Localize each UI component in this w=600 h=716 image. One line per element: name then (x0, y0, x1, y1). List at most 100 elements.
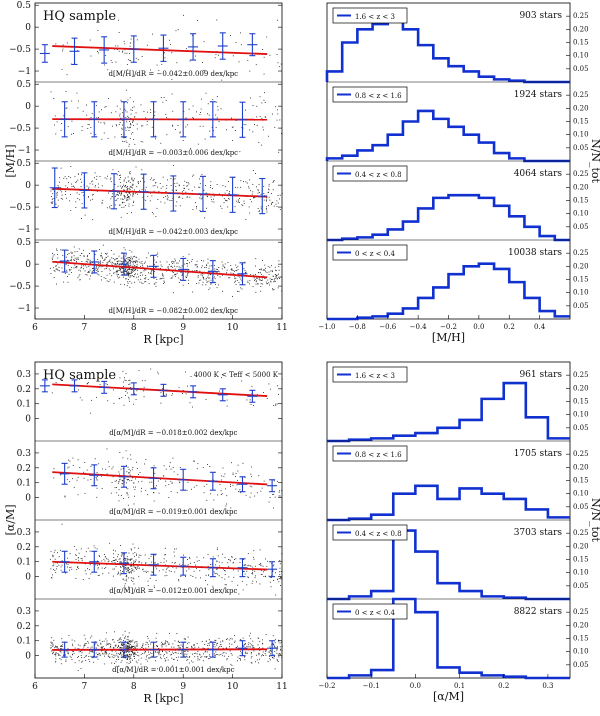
y-tick-label: −1 (18, 146, 31, 156)
scatter-point (135, 166, 137, 168)
scatter-point (112, 560, 114, 561)
scatter-point (176, 201, 178, 203)
scatter-point (217, 106, 219, 108)
scatter-point (154, 115, 156, 117)
scatter-point (70, 259, 71, 261)
scatter-point (87, 128, 89, 129)
scatter-point (97, 270, 99, 272)
scatter-point (155, 261, 157, 263)
scatter-point (186, 124, 188, 126)
scatter-point (96, 655, 98, 657)
scatter-point (243, 645, 245, 647)
scatter-point (87, 647, 89, 648)
scatter-point (87, 261, 89, 263)
scatter-point (130, 562, 132, 564)
scatter-point (110, 646, 112, 648)
scatter-point (202, 660, 204, 662)
scatter-point (249, 399, 251, 401)
scatter-point (135, 273, 136, 275)
scatter-point (109, 657, 111, 658)
scatter-point (125, 558, 127, 560)
scatter-point (254, 124, 255, 125)
scatter-point (87, 479, 89, 481)
scatter-point (99, 176, 101, 177)
scatter-point (202, 281, 204, 283)
scatter-point (275, 275, 277, 277)
scatter-point (124, 579, 126, 581)
scatter-point (87, 568, 88, 570)
scatter-point (75, 559, 77, 560)
scatter-point (254, 495, 256, 497)
scatter-point (179, 205, 181, 207)
y-tick-label: 0.25 (573, 249, 589, 257)
scatter-point (135, 112, 137, 114)
scatter-point (141, 265, 143, 267)
scatter-point (136, 662, 138, 664)
scatter-point (123, 195, 125, 197)
scatter-point (251, 386, 253, 387)
scatter-point (169, 632, 170, 634)
scatter-point (118, 489, 120, 491)
scatter-point (124, 630, 126, 632)
scatter-point (156, 279, 158, 280)
scatter-point (179, 196, 181, 198)
scatter-point (141, 562, 143, 564)
scatter-point (154, 111, 156, 113)
scatter-point (52, 565, 54, 567)
scatter-point (217, 573, 219, 575)
scatter-point (234, 278, 236, 280)
scatter-point (57, 647, 59, 649)
scatter-point (202, 467, 204, 468)
scatter-point (81, 265, 83, 267)
scatter-point (237, 464, 239, 466)
scatter-point (134, 658, 135, 659)
scatter-point (264, 264, 266, 266)
scatter-point (125, 559, 126, 561)
scatter-point (214, 268, 216, 270)
scatter-point (69, 553, 71, 554)
scatter-point (54, 570, 56, 571)
scatter-point (165, 113, 167, 115)
scatter-point (70, 566, 72, 568)
scatter-point (127, 657, 128, 659)
scatter-point (57, 269, 59, 271)
scatter-point (231, 664, 233, 666)
scatter-point (115, 124, 117, 126)
scatter-point (132, 187, 134, 189)
scatter-point (132, 179, 134, 181)
scatter-point (130, 256, 132, 258)
scatter-point (204, 138, 206, 140)
scatter-point (57, 646, 58, 648)
scatter-point (71, 659, 73, 660)
scatter-point (131, 480, 133, 481)
scatter-point (244, 573, 246, 575)
scatter-point (102, 652, 103, 654)
scatter-point (128, 384, 130, 385)
scatter-point (168, 484, 170, 485)
scatter-point (127, 569, 128, 571)
scatter-point (122, 198, 123, 200)
scatter-point (262, 279, 263, 281)
scatter-point (163, 558, 165, 560)
scatter-point (256, 278, 258, 280)
scatter-point (114, 655, 116, 657)
scatter-point (253, 197, 254, 198)
scatter-point (60, 167, 62, 169)
scatter-point (197, 276, 199, 278)
scatter-point (126, 189, 128, 191)
scatter-point (278, 639, 280, 641)
scatter-point (80, 267, 82, 268)
scatter-point (217, 270, 219, 272)
scatter-point (145, 641, 147, 643)
gradient-annotation: d[M/H]/dR = −0.042±0.009 dex/kpc (109, 70, 239, 78)
scatter-point (186, 263, 188, 264)
scatter-point (130, 274, 132, 276)
scatter-point (52, 554, 54, 556)
scatter-point (187, 272, 189, 274)
scatter-point (125, 261, 127, 263)
scatter-point (128, 265, 129, 267)
star-count: 903 stars (519, 11, 562, 21)
scatter-point (252, 570, 254, 572)
scatter-point (218, 267, 220, 268)
scatter-point (115, 111, 117, 113)
